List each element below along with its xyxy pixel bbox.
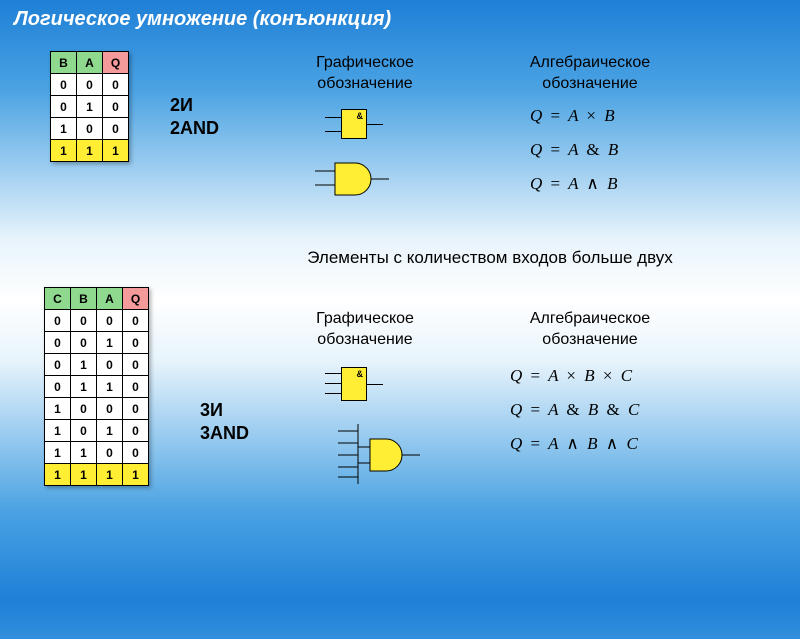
equation: Q = A & B: [530, 133, 618, 167]
truth-table-3and: CBAQ 00000010010001101000101011001111: [44, 287, 149, 486]
table-row: 0100: [45, 354, 149, 376]
col-header: A: [77, 52, 103, 74]
table-row: 111: [51, 140, 129, 162]
gate-name-ru-3: 3И: [200, 400, 223, 420]
table-row: 1100: [45, 442, 149, 464]
col-header: B: [71, 288, 97, 310]
equation: Q = A ∧ B: [530, 167, 618, 201]
equation: Q = A × B × C: [510, 359, 639, 393]
gate-name-en: 2AND: [170, 118, 219, 138]
table-row: 010: [51, 96, 129, 118]
heading-graphic-1: Графическоеобозначение: [280, 53, 450, 95]
iec-and-3-icon: &: [325, 367, 385, 405]
col-header: B: [51, 52, 77, 74]
equation: Q = A × B: [530, 99, 618, 133]
heading-algebraic-2: Алгебраическоеобозначение: [490, 309, 690, 351]
gate-name-2and: 2И 2AND: [170, 94, 219, 141]
table-row: 1111: [45, 464, 149, 486]
section-3and: CBAQ 00000010010001101000101011001111 Гр…: [0, 279, 800, 639]
table-row: 1000: [45, 398, 149, 420]
subtitle-more-inputs: Элементы с количеством входов больше дву…: [250, 248, 730, 268]
equation: Q = A & B & C: [510, 393, 639, 427]
table-row: 1010: [45, 420, 149, 442]
table-row: 100: [51, 118, 129, 140]
col-header: A: [97, 288, 123, 310]
gate-name-en-3: 3AND: [200, 423, 249, 443]
col-header-out: Q: [103, 52, 129, 74]
table-row: 0110: [45, 376, 149, 398]
ansi-and-2-icon: [315, 159, 395, 204]
gate-name-3and: 3И 3AND: [200, 399, 249, 446]
table-row: 000: [51, 74, 129, 96]
heading-graphic-2: Графическоеобозначение: [280, 309, 450, 351]
iec-and-2-icon: &: [325, 109, 385, 143]
equations-2and: Q = A × BQ = A & BQ = A ∧ B: [530, 99, 618, 201]
col-header-out: Q: [123, 288, 149, 310]
equations-3and: Q = A × B × CQ = A & B & CQ = A ∧ B ∧ C: [510, 359, 639, 461]
equation: Q = A ∧ B ∧ C: [510, 427, 639, 461]
col-header: C: [45, 288, 71, 310]
page-title: Логическое умножение (конъюнкция): [0, 0, 800, 39]
table-row: 0010: [45, 332, 149, 354]
table-row: 0000: [45, 310, 149, 332]
section-2and: BAQ 000010100111 2И 2AND Графическоеобоз…: [0, 39, 800, 239]
gate-name-ru: 2И: [170, 95, 193, 115]
heading-algebraic-1: Алгебраическоеобозначение: [490, 53, 690, 95]
ansi-and-multi-icon: [330, 419, 430, 494]
truth-table-2and: BAQ 000010100111: [50, 51, 129, 162]
